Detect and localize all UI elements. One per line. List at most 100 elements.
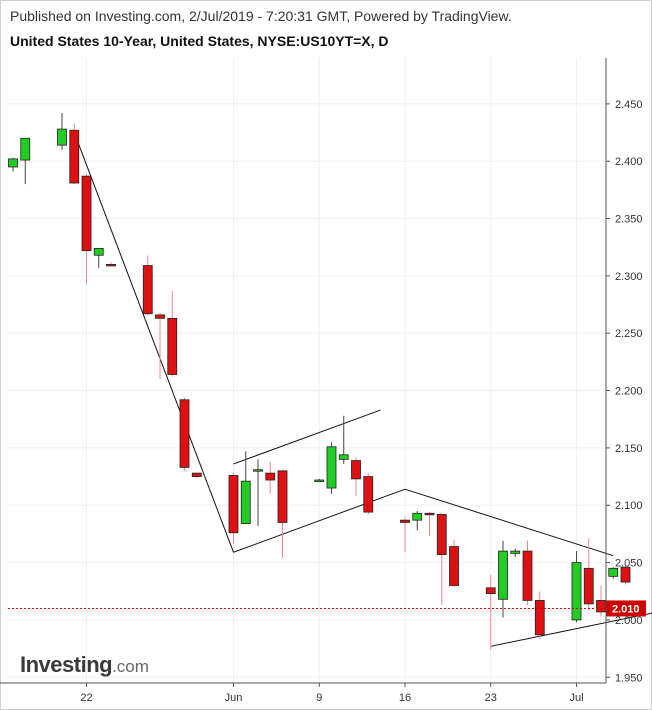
candle-up <box>314 478 325 482</box>
candle-down <box>534 591 545 640</box>
candle-up <box>498 540 508 618</box>
trendline <box>404 488 614 557</box>
candle-body <box>167 317 178 375</box>
last-price-label-box <box>606 600 646 617</box>
candle-body <box>93 247 104 256</box>
trendlines <box>73 132 652 647</box>
candle-body <box>412 512 423 521</box>
candle-down <box>142 255 153 317</box>
candle-down <box>106 262 116 267</box>
candle-up <box>510 548 521 557</box>
candle-body <box>449 546 459 586</box>
trendline <box>233 409 381 465</box>
candle-body <box>179 399 190 468</box>
candle-down <box>351 457 361 497</box>
candle-body <box>608 567 619 577</box>
candle-up <box>571 551 582 623</box>
candle-body <box>436 514 447 555</box>
x-tick-label: 16 <box>399 692 411 704</box>
x-tick-label: Jun <box>225 692 243 704</box>
x-tick-label: 22 <box>80 692 92 704</box>
candle-up <box>253 459 263 526</box>
candle-body <box>620 566 631 583</box>
y-tick-label: 2.050 <box>615 558 643 570</box>
candle-down <box>363 473 374 515</box>
candles <box>8 113 631 650</box>
candle-down <box>81 173 92 284</box>
candle-body <box>596 600 606 613</box>
candle-down <box>400 516 410 553</box>
candle-body <box>277 470 288 523</box>
trendline <box>73 132 234 553</box>
y-tick-label: 2.150 <box>615 443 643 455</box>
y-tick-label: 2.100 <box>615 500 643 512</box>
candle-body <box>485 587 496 594</box>
investing-logo: Investing.com <box>20 652 149 678</box>
candle-body <box>265 472 276 481</box>
candle-body <box>510 550 521 554</box>
candle-down <box>277 469 288 558</box>
candle-body <box>20 137 31 161</box>
x-tick-label: 23 <box>485 692 497 704</box>
candle-body <box>106 264 116 267</box>
candle-body <box>142 265 153 315</box>
candle-down <box>228 473 239 545</box>
y-tick-label: 2.000 <box>615 615 643 627</box>
y-tick-label: 2.450 <box>615 99 643 111</box>
candle-body <box>424 512 435 516</box>
candle-down <box>167 290 178 377</box>
axes: 1.950 2.000 2.050 2.100 2.150 2.200 2.250 2.300… <box>0 58 643 704</box>
candle-down <box>449 539 459 587</box>
candle-body <box>253 469 263 472</box>
candle-down <box>583 538 594 611</box>
y-tick-label: 2.400 <box>615 156 643 168</box>
candle-body <box>338 454 349 460</box>
candle-down <box>69 123 80 185</box>
candle-body <box>583 567 594 605</box>
candle-down <box>522 540 533 606</box>
candle-body <box>240 480 251 524</box>
y-tick-label: 2.200 <box>615 386 643 398</box>
chart-title: United States 10-Year, United States, NY… <box>10 33 389 49</box>
candle-down <box>620 566 631 585</box>
y-tick-label: 2.350 <box>615 214 643 226</box>
candle-up <box>338 415 349 464</box>
candle-body <box>191 472 202 477</box>
candle-down <box>265 461 276 494</box>
candle-body <box>351 460 361 480</box>
candle-down <box>485 575 496 650</box>
trendline <box>233 488 406 553</box>
candle-body <box>498 550 508 600</box>
candle-body <box>534 600 545 636</box>
candle-up <box>608 567 619 579</box>
candle-down <box>436 513 447 606</box>
candle-body <box>228 475 239 534</box>
candle-up <box>326 442 337 494</box>
x-tick-label: 9 <box>316 692 322 704</box>
candle-body <box>69 129 80 184</box>
last-price-label: 2.010 <box>612 603 640 615</box>
candle-down <box>596 585 606 617</box>
y-tick-label: 2.300 <box>615 271 643 283</box>
candle-body <box>400 519 410 523</box>
last-price-line: 2.010 <box>8 600 646 617</box>
candle-body <box>8 158 18 168</box>
logo-main-text: Investing <box>20 652 113 677</box>
y-tick-label: 2.250 <box>615 328 643 340</box>
candle-body <box>314 479 325 482</box>
candle-up <box>412 510 423 531</box>
candle-up <box>20 137 31 185</box>
candle-up <box>57 113 67 150</box>
candle-down <box>191 472 202 478</box>
candle-body <box>81 175 92 252</box>
y-tick-label: 1.950 <box>615 672 643 684</box>
candle-body <box>571 562 582 621</box>
published-line: Published on Investing.com, 2/Jul/2019 -… <box>10 8 512 24</box>
candle-up <box>8 157 18 172</box>
grid-lines <box>8 58 606 683</box>
candle-down <box>424 512 435 537</box>
x-tick-label: Jul <box>569 692 583 704</box>
logo-suffix-text: .com <box>112 657 149 676</box>
candle-up <box>93 247 104 268</box>
